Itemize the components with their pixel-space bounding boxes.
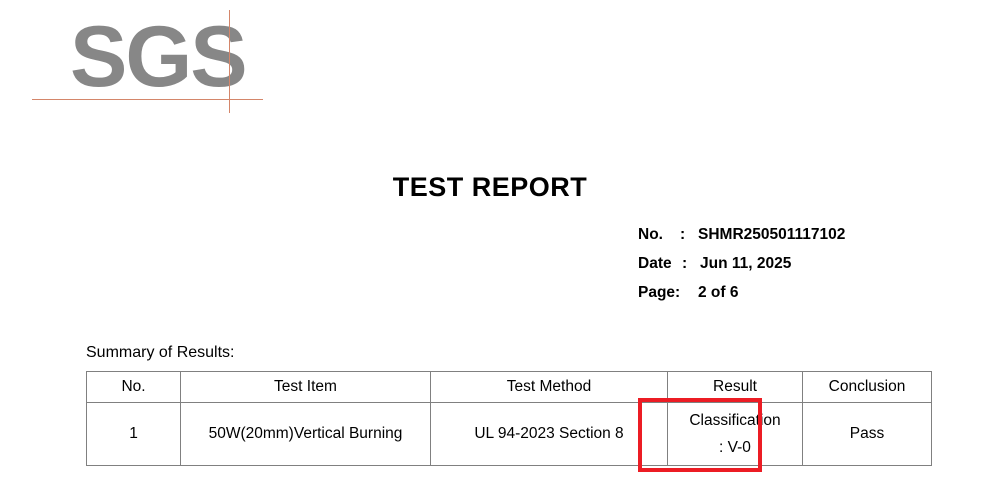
results-table-container: No. Test Item Test Method Result Conclus… — [86, 371, 932, 466]
meta-row-page: Page: 2 of 6 — [638, 284, 845, 313]
column-header-no: No. — [86, 371, 181, 403]
result-classification-label: Classification — [689, 411, 781, 429]
meta-row-no: No. : SHMR250501117102 — [638, 226, 845, 255]
meta-colon-date: : — [682, 255, 688, 272]
logo-vertical-rule — [229, 10, 230, 113]
meta-label-page: Page: — [638, 284, 681, 301]
page-title: TEST REPORT — [392, 172, 588, 202]
column-header-result: Result — [667, 371, 803, 403]
meta-label-no: No. — [638, 226, 663, 243]
cell-result: Classification : V-0 — [667, 402, 803, 466]
column-header-test-item: Test Item — [180, 371, 431, 403]
column-header-test-method: Test Method — [430, 371, 668, 403]
sgs-logo: SGS — [0, 0, 300, 125]
result-cell-inner: Classification : V-0 — [672, 407, 798, 461]
table-header-row: No. Test Item Test Method Result Conclus… — [86, 371, 932, 403]
table-row: 1 50W(20mm)Vertical Burning UL 94-2023 S… — [86, 402, 932, 466]
results-table: No. Test Item Test Method Result Conclus… — [86, 371, 932, 466]
summary-of-results-label: Summary of Results: — [86, 344, 235, 361]
meta-row-date: Date : Jun 11, 2025 — [638, 255, 845, 284]
report-meta-block: No. : SHMR250501117102 Date : Jun 11, 20… — [638, 226, 845, 313]
result-classification-value: : V-0 — [719, 439, 751, 456]
report-page-value: 2 of 6 — [698, 284, 739, 301]
sgs-wordmark: SGS — [70, 9, 248, 105]
meta-colon-no: : — [680, 226, 686, 243]
report-date-value: Jun 11, 2025 — [700, 255, 792, 272]
cell-test-method: UL 94-2023 Section 8 — [430, 402, 668, 466]
meta-label-date: Date — [638, 255, 672, 272]
cell-no: 1 — [86, 402, 181, 466]
cell-conclusion: Pass — [802, 402, 932, 466]
logo-horizontal-rule — [32, 99, 263, 100]
column-header-conclusion: Conclusion — [802, 371, 932, 403]
cell-test-item: 50W(20mm)Vertical Burning — [180, 402, 431, 466]
report-number-value: SHMR250501117102 — [698, 226, 846, 243]
